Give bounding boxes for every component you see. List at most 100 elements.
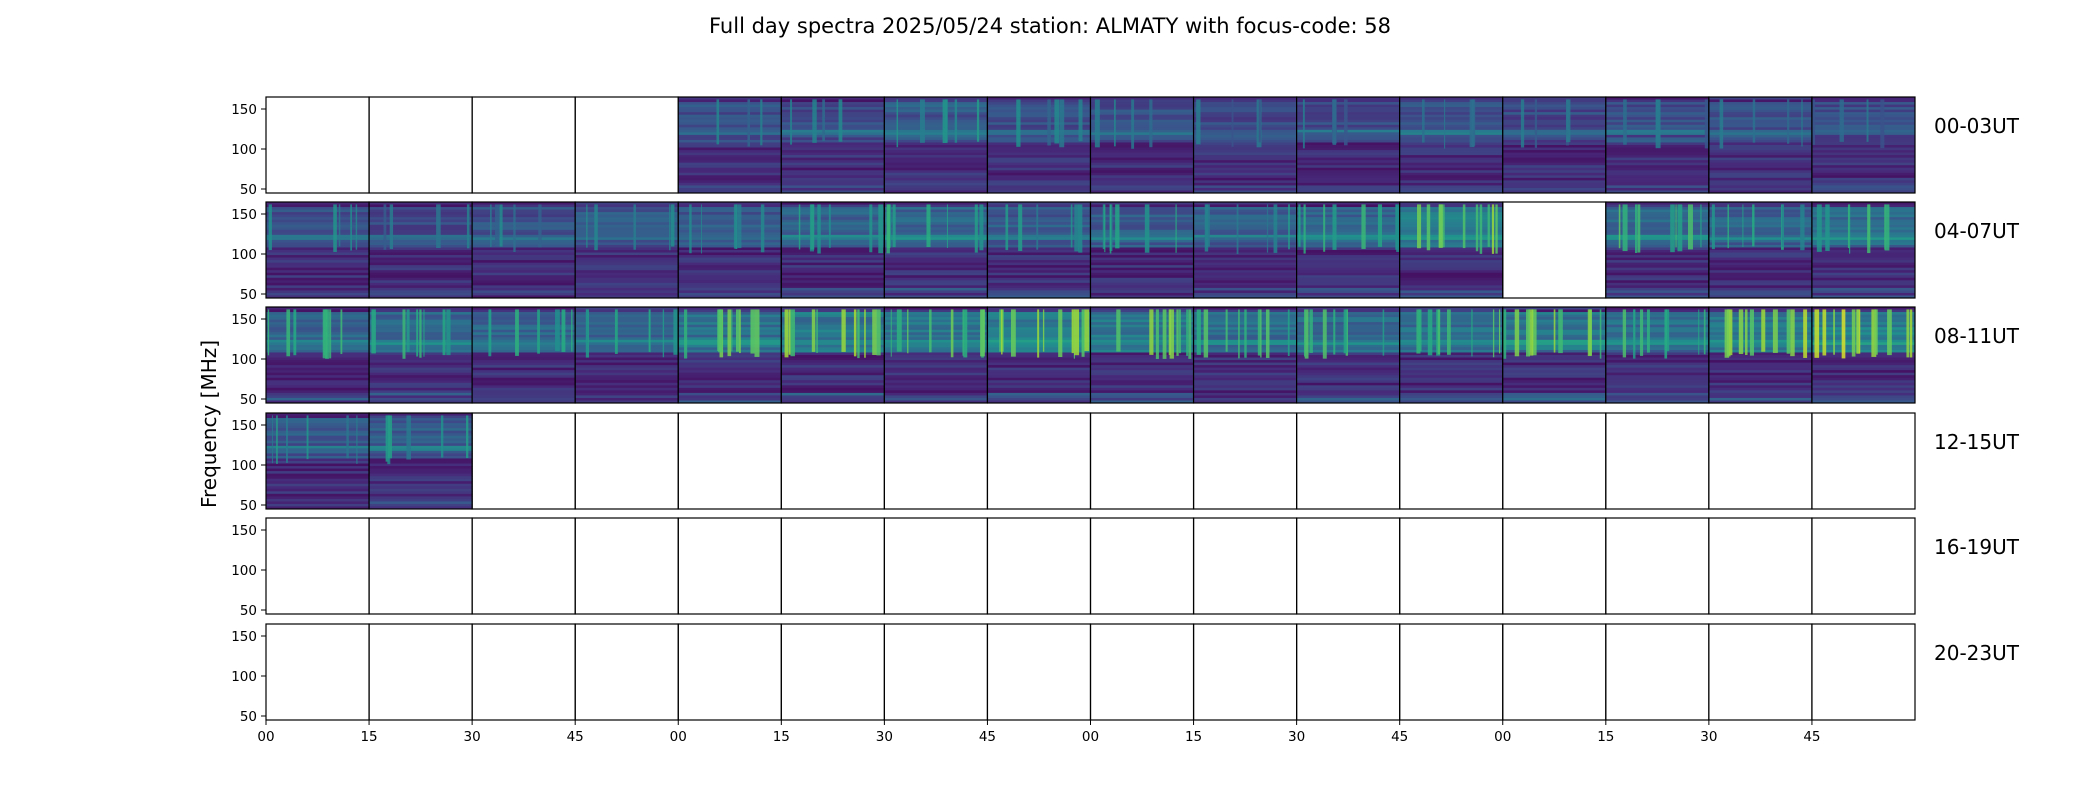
frequency-band <box>1605 307 1710 311</box>
frequency-band <box>266 290 370 294</box>
frequency-band <box>575 252 679 256</box>
cell-frame <box>574 96 679 194</box>
frequency-band <box>1811 287 1916 291</box>
frequency-band <box>781 344 885 348</box>
frequency-band <box>472 292 576 296</box>
frequency-band <box>266 332 370 336</box>
frequency-band <box>369 227 473 231</box>
frequency-band <box>266 443 370 447</box>
frequency-band <box>1090 224 1195 228</box>
frequency-band <box>1399 114 1504 118</box>
frequency-band <box>1399 272 1504 276</box>
frequency-band <box>678 229 782 233</box>
frequency-band <box>1811 349 1916 353</box>
frequency-band <box>678 377 782 381</box>
row-time-label: 16-19UT <box>1934 535 2020 559</box>
frequency-band <box>1811 397 1916 401</box>
frequency-band <box>1296 370 1401 374</box>
frequency-band <box>1708 180 1813 184</box>
frequency-band <box>266 287 370 291</box>
frequency-band <box>1502 129 1607 133</box>
frequency-band <box>575 400 679 404</box>
frequency-band <box>1399 177 1504 181</box>
frequency-band <box>1090 395 1195 399</box>
frequency-band <box>1502 139 1607 143</box>
frequency-band <box>1193 124 1298 128</box>
frequency-band <box>369 397 473 401</box>
frequency-band <box>266 425 370 429</box>
frequency-band <box>1296 102 1401 106</box>
frequency-band <box>1708 204 1813 208</box>
frequency-band <box>1090 207 1195 211</box>
frequency-band <box>884 185 988 189</box>
frequency-band <box>1193 162 1298 166</box>
frequency-band <box>575 290 679 294</box>
burst-streak <box>1812 99 1816 145</box>
frequency-band <box>266 473 370 477</box>
frequency-band <box>1502 367 1607 371</box>
frequency-band <box>266 501 370 505</box>
frequency-band <box>1296 344 1401 348</box>
frequency-band <box>884 142 988 146</box>
frequency-band <box>1296 372 1401 376</box>
burst-streak <box>1260 309 1262 358</box>
frequency-band <box>1399 147 1504 151</box>
frequency-band <box>678 222 782 226</box>
frequency-band <box>1811 157 1916 161</box>
frequency-band <box>369 496 473 500</box>
frequency-band <box>1399 182 1504 186</box>
frequency-band <box>987 307 1091 311</box>
burst-streak <box>1801 99 1803 147</box>
frequency-band <box>1296 97 1401 101</box>
frequency-band <box>1605 239 1710 243</box>
frequency-band <box>1090 349 1195 353</box>
frequency-band <box>1811 139 1916 143</box>
frequency-band <box>781 224 885 228</box>
frequency-band <box>1090 387 1195 391</box>
frequency-band <box>1090 377 1195 381</box>
frequency-band <box>266 498 370 502</box>
burst-streak <box>853 309 857 357</box>
spectrogram-cell <box>369 202 473 299</box>
frequency-band <box>1193 255 1298 259</box>
burst-streak <box>1874 309 1878 355</box>
frequency-band <box>1296 224 1401 228</box>
frequency-band <box>678 99 782 103</box>
frequency-band <box>1708 334 1813 338</box>
frequency-band <box>1296 324 1401 328</box>
frequency-band <box>1296 365 1401 369</box>
frequency-band <box>369 443 473 447</box>
frequency-band <box>1090 314 1195 318</box>
frequency-band <box>781 372 885 376</box>
burst-streak <box>406 415 411 460</box>
frequency-band <box>266 322 370 326</box>
frequency-band <box>781 102 885 106</box>
frequency-band <box>1090 172 1195 176</box>
frequency-band <box>1605 385 1710 389</box>
frequency-band <box>1296 252 1401 256</box>
frequency-band <box>1193 127 1298 131</box>
frequency-band <box>987 342 1091 346</box>
frequency-band <box>472 377 576 381</box>
frequency-band <box>781 150 885 154</box>
frequency-band <box>472 295 576 299</box>
frequency-band <box>1502 185 1607 189</box>
frequency-band <box>1399 267 1504 271</box>
burst-streak <box>737 204 742 249</box>
burst-streak <box>1204 204 1209 252</box>
frequency-band <box>266 455 370 459</box>
burst-streak <box>1188 309 1192 359</box>
frequency-band <box>1399 214 1504 218</box>
frequency-band <box>1296 319 1401 323</box>
frequency-band <box>1296 239 1401 243</box>
burst-streak <box>1287 309 1290 357</box>
frequency-band <box>678 97 782 101</box>
frequency-band <box>678 360 782 364</box>
frequency-band <box>1708 287 1813 291</box>
cell-frame <box>265 623 370 721</box>
frequency-band <box>1296 387 1401 391</box>
frequency-band <box>1708 324 1813 328</box>
frequency-band <box>1296 267 1401 271</box>
burst-streak <box>1880 99 1885 149</box>
frequency-band <box>1399 185 1504 189</box>
